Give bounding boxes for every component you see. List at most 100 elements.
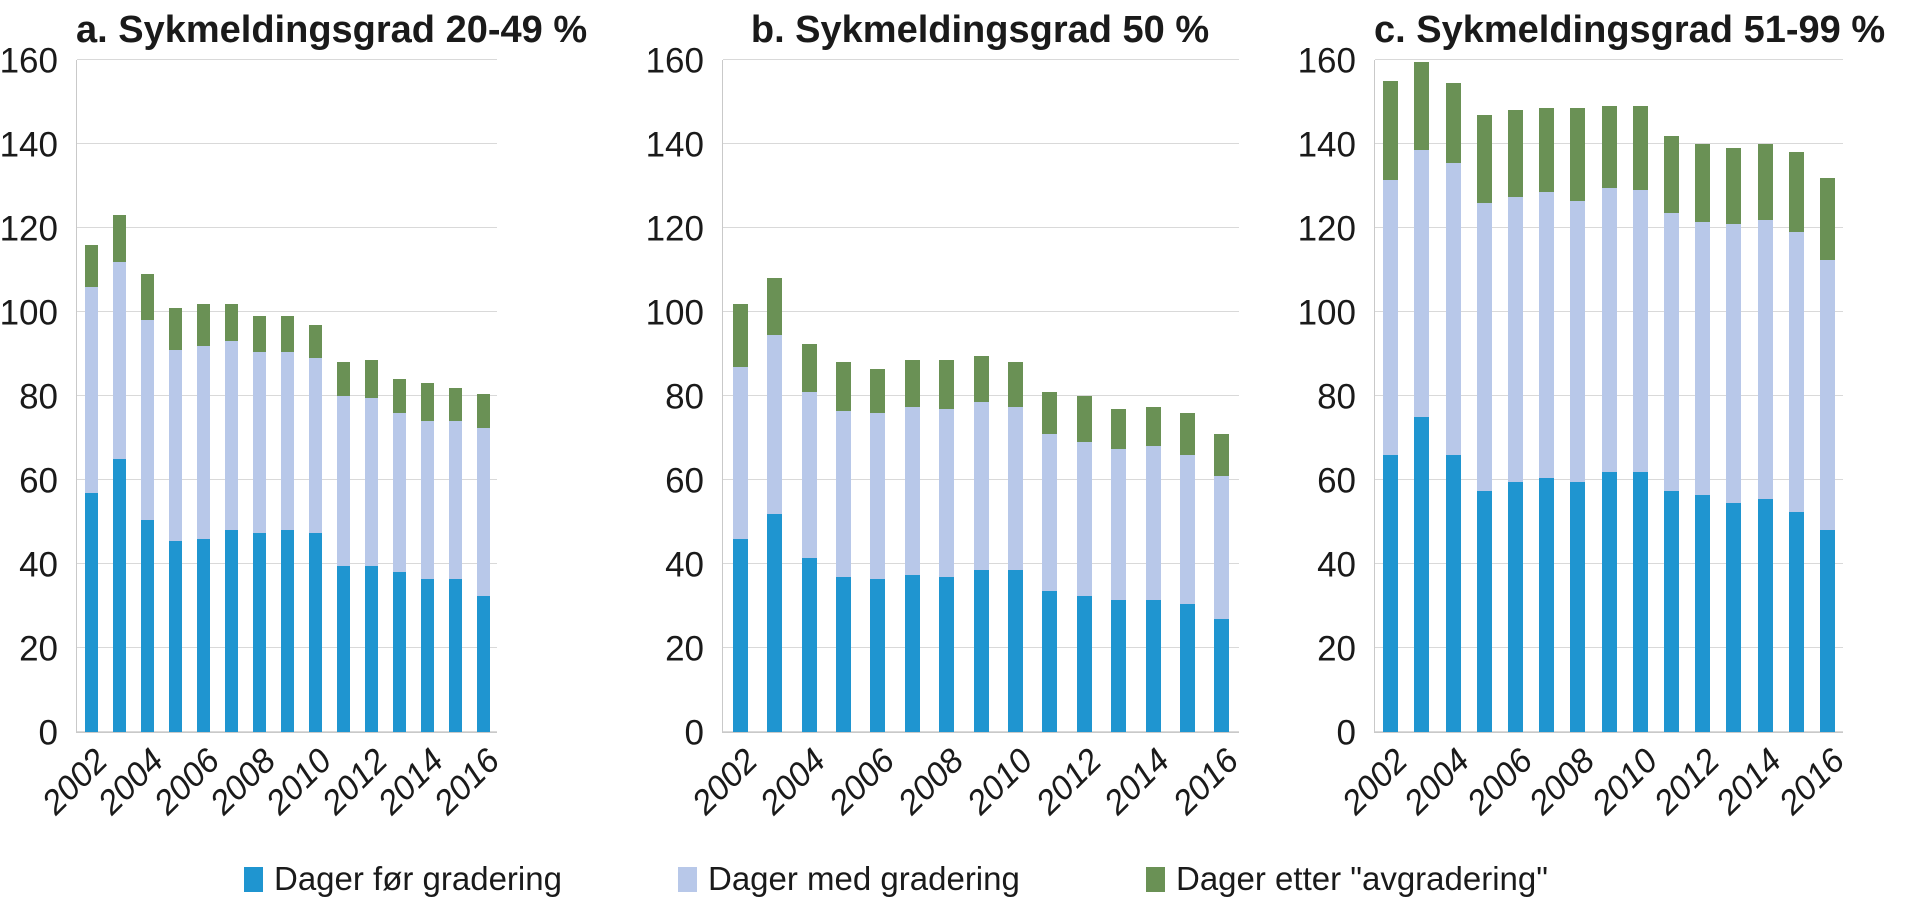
- bar-stack-2009: [1601, 106, 1617, 732]
- bar-segment: [1445, 83, 1461, 163]
- bar-stack-2011: [1663, 135, 1679, 732]
- bar-segment: [1570, 482, 1586, 732]
- x-tick-cell-2014: 2014: [1097, 733, 1177, 851]
- bar-segment: [1214, 433, 1230, 476]
- bar-stack-2016: [476, 393, 490, 732]
- bar-segment: [1414, 62, 1430, 151]
- bar-segment: [973, 356, 989, 403]
- y-tick-label-120: 120: [1297, 209, 1356, 249]
- y-tick-label-60: 60: [1317, 461, 1356, 501]
- bar-segment: [1726, 223, 1742, 504]
- x-tick-cell-2010: 2010: [960, 733, 1040, 851]
- bar-segment: [224, 341, 238, 531]
- bar-segment: [112, 261, 126, 459]
- y-tick-label-40: 40: [19, 545, 58, 585]
- bar-2006: [189, 60, 217, 732]
- bar-segment: [1695, 494, 1711, 732]
- bar-segment: [364, 398, 378, 567]
- bar-segment: [732, 366, 748, 539]
- bars-row: [723, 60, 1239, 732]
- bar-stack-2011: [336, 362, 350, 732]
- y-tick-label-0: 0: [684, 713, 704, 753]
- panel-b-y-axis: 0 20 40 60 80 100 120 140 160: [622, 44, 722, 751]
- bar-segment: [835, 362, 851, 411]
- bar-segment: [1632, 471, 1648, 732]
- panel-c-plot-area: [1374, 59, 1843, 733]
- bar-stack-2015: [1788, 152, 1804, 732]
- panel-a: a. Sykmeldingsgrad 20-49 % 0 20 40 60 80 100 1…: [0, 8, 587, 851]
- bar-segment: [870, 412, 886, 579]
- bars-row: [1375, 60, 1843, 732]
- bar-2006: [861, 60, 895, 732]
- bar-stack-2015: [1179, 412, 1195, 732]
- bar-segment: [939, 576, 955, 732]
- y-tick-label-20: 20: [665, 629, 704, 669]
- bar-segment: [1076, 595, 1092, 732]
- bar-segment: [1507, 196, 1523, 483]
- bar-segment: [801, 343, 817, 392]
- y-tick-label-60: 60: [19, 461, 58, 501]
- panel-c-y-axis: 0 20 40 60 80 100 120 140 160: [1294, 44, 1374, 751]
- bar-segment: [1726, 503, 1742, 732]
- gridline-120: [723, 227, 1239, 228]
- bar-segment: [168, 540, 182, 732]
- bar-segment: [1570, 200, 1586, 483]
- bar-2008: [929, 60, 963, 732]
- bar-stack-2016: [1214, 433, 1230, 732]
- x-tick-label-2002: 2002: [1334, 741, 1416, 822]
- bar-segment: [835, 576, 851, 732]
- bar-stack-2004: [140, 274, 154, 732]
- bar-2002: [1375, 60, 1406, 732]
- bar-2007: [217, 60, 245, 732]
- x-tick-cell-2008: 2008: [891, 733, 971, 851]
- bar-stack-2010: [1007, 362, 1023, 732]
- bar-segment: [140, 320, 154, 520]
- bar-2003: [757, 60, 791, 732]
- bar-stack-2014: [420, 383, 434, 732]
- bar-2004: [792, 60, 826, 732]
- bar-segment: [1145, 599, 1161, 732]
- bar-2013: [1718, 60, 1749, 732]
- bar-segment: [392, 379, 406, 413]
- bar-stack-2009: [280, 316, 294, 732]
- bar-segment: [939, 408, 955, 577]
- bar-stack-2010: [1632, 106, 1648, 732]
- bar-segment: [1507, 482, 1523, 732]
- bar-segment: [1601, 188, 1617, 472]
- bar-segment: [1757, 144, 1773, 220]
- bar-stack-2008: [939, 360, 955, 732]
- bar-segment: [392, 412, 406, 573]
- gridline-160: [77, 59, 497, 60]
- bar-stack-2005: [835, 362, 851, 732]
- bar-segment: [280, 351, 294, 531]
- bar-2016: [1205, 60, 1239, 732]
- bar-segment: [1111, 599, 1127, 732]
- bar-segment: [1632, 190, 1648, 472]
- y-tick-label-20: 20: [1317, 629, 1356, 669]
- bar-segment: [767, 513, 783, 732]
- x-tick-cell-2012: 2012: [1028, 733, 1108, 851]
- bar-segment: [140, 519, 154, 732]
- x-tick-label-2002: 2002: [684, 741, 765, 822]
- bar-segment: [1111, 408, 1127, 449]
- bar-segment: [1757, 498, 1773, 732]
- legend-swatch-before-icon: [244, 866, 263, 892]
- bar-segment: [973, 570, 989, 732]
- bar-segment: [1476, 114, 1492, 203]
- bar-2014: [1749, 60, 1780, 732]
- bar-stack-2004: [1445, 83, 1461, 732]
- bar-segment: [870, 368, 886, 413]
- bar-segment: [1383, 454, 1399, 732]
- bar-stack-2013: [1726, 148, 1742, 732]
- bar-segment: [1788, 511, 1804, 732]
- y-tick-label-160: 160: [1297, 41, 1356, 81]
- bar-segment: [392, 572, 406, 732]
- bar-segment: [476, 427, 490, 596]
- bar-segment: [168, 307, 182, 350]
- bar-segment: [1819, 259, 1835, 531]
- y-tick-label-0: 0: [1336, 713, 1356, 753]
- bar-segment: [1726, 148, 1742, 224]
- bar-2009: [1593, 60, 1624, 732]
- panel-b-title: b. Sykmeldingsgrad 50 %: [750, 9, 1210, 51]
- panel-b-chart: 0 20 40 60 80 100 120 140 160: [622, 44, 1239, 751]
